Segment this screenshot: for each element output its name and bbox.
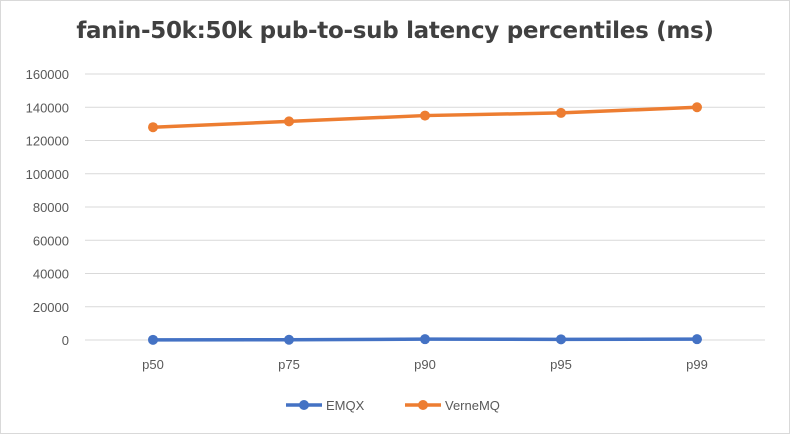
x-tick-label: p95 [550,357,572,372]
chart-title: fanin-50k:50k pub-to-sub latency percent… [76,18,714,44]
y-tick-label: 0 [62,333,69,348]
x-tick-label: p75 [278,357,300,372]
data-point-vernemq [556,107,566,118]
x-tick-label: p50 [142,357,164,372]
x-tick-label: p99 [686,357,708,372]
data-point-emqx [556,334,566,345]
data-point-emqx [692,334,702,345]
y-tick-label: 60000 [33,233,69,248]
y-tick-label: 140000 [26,100,69,115]
x-tick-label: p90 [414,357,436,372]
data-point-emqx [148,334,158,345]
y-tick-label: 100000 [26,167,69,182]
data-point-vernemq [284,116,294,127]
y-tick-label: 120000 [26,134,69,149]
y-tick-label: 20000 [33,300,69,315]
data-point-vernemq [148,122,158,133]
legend-label-vernemq: VerneMQ [445,398,500,413]
data-point-emqx [420,334,430,345]
data-point-emqx [284,334,294,345]
legend-marker-emqx [299,400,309,410]
legend-marker-vernemq [418,400,428,410]
data-point-vernemq [420,110,430,121]
y-tick-label: 80000 [33,200,69,215]
y-tick-label: 40000 [33,267,69,282]
data-point-vernemq [692,102,702,113]
legend-label-emqx: EMQX [326,398,365,413]
y-tick-label: 160000 [26,67,69,82]
